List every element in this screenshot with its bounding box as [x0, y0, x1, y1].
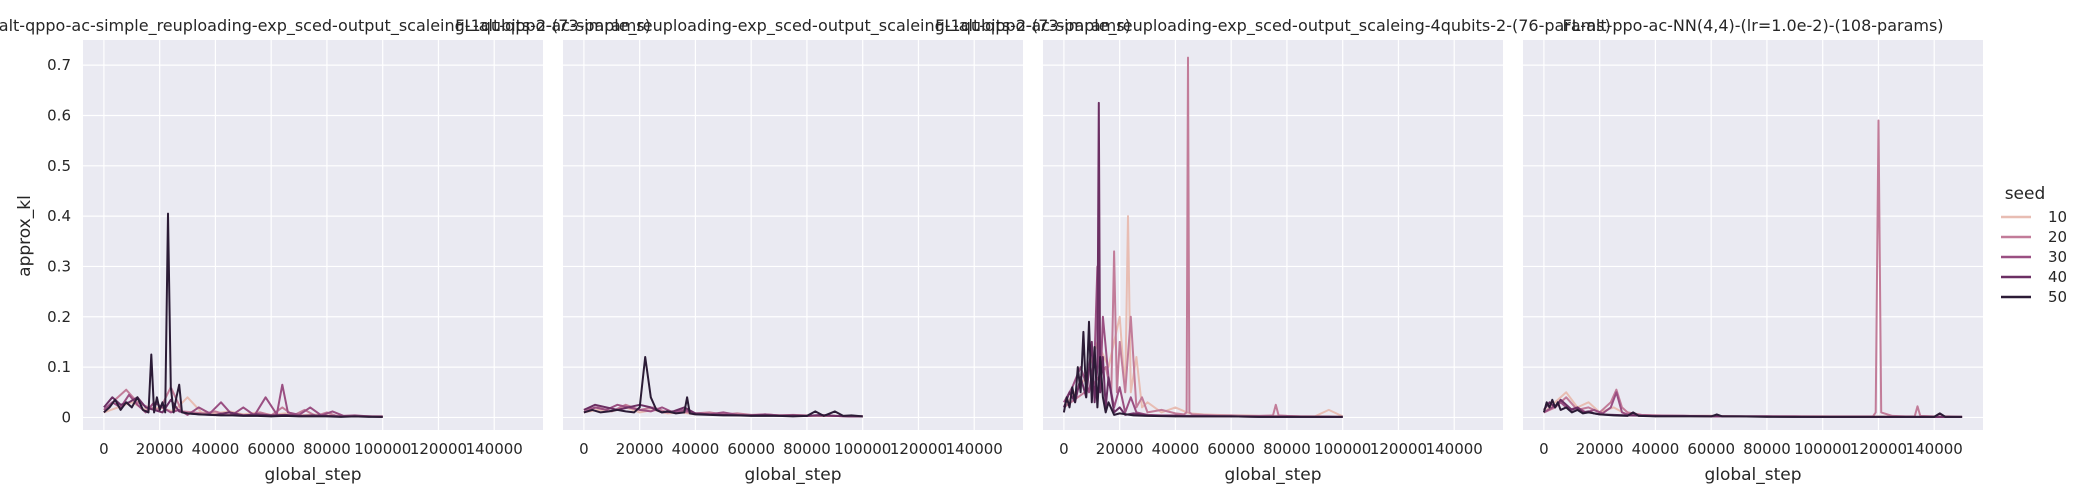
panel-title: FL-alt-qppo-ac-simple_reuploading-exp_sc… — [0, 16, 651, 36]
x-tick-label: 120000 — [890, 440, 947, 458]
x-tick-label: 20000 — [1096, 440, 1144, 458]
x-tick-label: 80000 — [303, 440, 351, 458]
x-axis-label: global_step — [1704, 465, 1801, 485]
y-axis-label: approx_kl — [15, 195, 35, 277]
y-tick-label: 0.2 — [47, 308, 71, 326]
legend-title: seed — [2005, 184, 2046, 204]
x-tick-label: 40000 — [1632, 440, 1680, 458]
x-tick-label: 100000 — [1794, 440, 1851, 458]
plot-background — [563, 40, 1023, 430]
x-tick-label: 0 — [1539, 440, 1549, 458]
series-line-seed-50 — [583, 356, 863, 418]
legend-item-seed-40: 40 — [2001, 268, 2067, 286]
series-group — [103, 212, 383, 418]
legend-label: 40 — [2048, 268, 2067, 286]
y-tick-label: 0.6 — [47, 106, 71, 124]
legend-label: 50 — [2048, 288, 2067, 306]
panels: 0 20000 40000 60000 80000 1000001200001400000… — [0, 16, 1983, 485]
x-tick-label: 140000 — [466, 440, 523, 458]
x-axis-label: global_step — [1224, 465, 1321, 485]
x-tick-label: 0 — [579, 440, 589, 458]
panel-2: 0 20000 40000 60000 80000 100000120000140000F… — [455, 16, 1131, 485]
series-line-seed-50 — [1542, 398, 1963, 418]
x-tick-label: 20000 — [616, 440, 664, 458]
series-line-seed-50 — [1062, 320, 1343, 418]
x-tick-label: 140000 — [946, 440, 1003, 458]
x-tick-label: 40000 — [1152, 440, 1200, 458]
x-tick-label: 140000 — [1906, 440, 1963, 458]
x-tick-label: 0 — [99, 440, 109, 458]
panel-title: FL-alt-qppo-ac-simple_reuploading-exp_sc… — [935, 16, 1611, 36]
plot-background — [1523, 40, 1983, 430]
x-tick-label: 0 — [1059, 440, 1069, 458]
x-tick-label: 60000 — [1207, 440, 1255, 458]
x-tick-label: 120000 — [1850, 440, 1907, 458]
x-tick-label: 20000 — [136, 440, 184, 458]
x-tick-label: 20000 — [1576, 440, 1624, 458]
series-line-seed-20 — [1063, 56, 1343, 418]
legend-item-seed-30: 30 — [2001, 248, 2067, 266]
legend-label: 10 — [2048, 208, 2067, 226]
legend-label: 20 — [2048, 228, 2067, 246]
legend-item-seed-20: 20 — [2001, 228, 2067, 246]
panel-3: 0 20000 40000 60000 80000 100000120000140000F… — [935, 16, 1611, 485]
y-tick-label: 0.3 — [47, 257, 71, 275]
x-tick-label: 100000 — [834, 440, 891, 458]
panel-title: FL-alt-ppo-ac-NN(4,4)-(lr=1.0e-2)-(108-p… — [1562, 16, 1943, 35]
x-axis-label: global_step — [264, 465, 361, 485]
y-tick-label: 0.1 — [47, 358, 71, 376]
y-tick-label: 0.5 — [47, 157, 71, 175]
x-tick-label: 40000 — [192, 440, 240, 458]
legend-item-seed-10: 10 — [2001, 208, 2067, 226]
x-axis-label: global_step — [744, 465, 841, 485]
x-tick-label: 120000 — [410, 440, 467, 458]
legend-label: 30 — [2048, 248, 2067, 266]
x-tick-label: 80000 — [1263, 440, 1311, 458]
x-tick-label: 60000 — [1687, 440, 1735, 458]
x-tick-label: 100000 — [354, 440, 411, 458]
x-tick-label: 80000 — [1743, 440, 1791, 458]
y-tick-label: 0.7 — [47, 56, 71, 74]
series-line-seed-50 — [103, 212, 383, 418]
panel-title: FL-alt-qppo-ac-simple_reuploading-exp_sc… — [455, 16, 1131, 36]
series-group — [1062, 56, 1344, 418]
x-tick-label: 100000 — [1314, 440, 1371, 458]
legend-item-seed-50: 50 — [2001, 288, 2067, 306]
series-group — [1542, 119, 1963, 418]
x-tick-label: 60000 — [247, 440, 295, 458]
x-tick-label: 120000 — [1370, 440, 1427, 458]
x-tick-label: 140000 — [1426, 440, 1483, 458]
y-tick-label: 0 — [61, 408, 71, 426]
y-tick-label: 0.4 — [47, 207, 71, 225]
x-tick-label: 80000 — [783, 440, 831, 458]
x-tick-label: 60000 — [727, 440, 775, 458]
x-tick-label: 40000 — [672, 440, 720, 458]
series-group — [583, 356, 863, 418]
